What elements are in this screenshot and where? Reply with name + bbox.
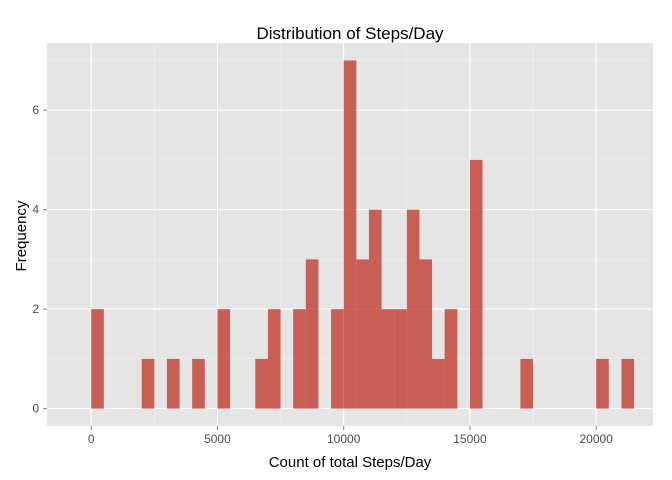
x-tick-label: 20000	[580, 432, 614, 446]
histogram-bar	[419, 259, 433, 409]
y-tick-label: 6	[32, 103, 39, 117]
x-tick-label: 5000	[204, 432, 231, 446]
histogram-bar	[394, 309, 407, 409]
y-axis-ticks: 0 2 4 6	[32, 103, 47, 416]
chart-title: Distribution of Steps/Day	[256, 24, 444, 43]
x-axis-label: Count of total Steps/Day	[269, 454, 432, 471]
x-tick-label: 15000	[453, 432, 487, 446]
x-tick-label: 10000	[327, 432, 361, 446]
x-axis-ticks: 0 5000 10000 15000 20000	[88, 426, 613, 446]
histogram-bar	[356, 259, 369, 409]
histogram-bar	[267, 309, 281, 409]
histogram-bar	[141, 358, 155, 409]
histogram-bar	[91, 309, 104, 409]
y-tick-label: 4	[32, 203, 39, 217]
histogram-bar	[368, 209, 382, 409]
y-tick-label: 0	[32, 402, 39, 416]
histogram-bar	[331, 309, 344, 409]
y-tick-label: 2	[32, 302, 39, 316]
histogram-bar	[406, 209, 420, 409]
histogram-bar	[255, 358, 268, 409]
histogram-bar	[343, 60, 357, 409]
histogram-bar	[305, 259, 319, 409]
histogram-bar	[469, 159, 483, 409]
histogram-bar	[621, 358, 635, 409]
histogram-bar	[444, 309, 458, 409]
histogram-bar	[432, 358, 445, 409]
histogram-bars	[91, 60, 635, 409]
y-axis-label: Frequency	[13, 200, 30, 271]
histogram-bar	[192, 358, 205, 409]
histogram-bar	[166, 358, 180, 409]
histogram-bar	[596, 358, 609, 409]
histogram-bar	[520, 358, 534, 409]
histogram-bar	[217, 309, 231, 409]
x-tick-label: 0	[88, 432, 95, 446]
histogram-bar	[293, 309, 306, 409]
histogram-bar	[381, 309, 395, 409]
